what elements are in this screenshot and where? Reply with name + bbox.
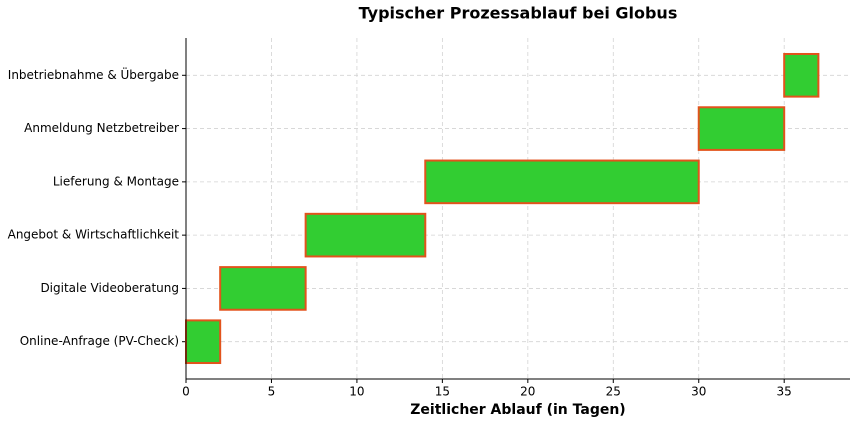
y-tick-label: Anmeldung Netzbetreiber [24,121,179,135]
y-tick-label: Angebot & Wirtschaftlichkeit [8,228,180,242]
x-tick-label: 15 [435,385,450,399]
y-tick-label: Digitale Videoberatung [40,281,179,295]
x-tick-label: 35 [777,385,792,399]
bar [783,52,820,98]
bar [424,159,700,205]
bar [697,106,786,151]
y-tick-label: Inbetriebnahme & Übergabe [8,66,179,82]
bar [304,212,427,258]
x-tick-label: 25 [606,385,621,399]
bar [185,319,222,365]
x-tick-label: 0 [182,385,190,399]
bar [219,266,307,311]
x-tick-label: 20 [520,385,535,399]
x-axis-label: Zeitlicher Ablauf (in Tagen) [410,402,625,418]
x-tick-label: 10 [349,385,364,399]
x-tick-label: 30 [691,385,706,399]
y-tick-label: Lieferung & Montage [53,174,179,188]
chart-title: Typischer Prozessablauf bei Globus [359,4,678,23]
x-tick-label: 5 [268,385,276,399]
y-tick-label: Online-Anfrage (PV-Check) [20,334,179,348]
